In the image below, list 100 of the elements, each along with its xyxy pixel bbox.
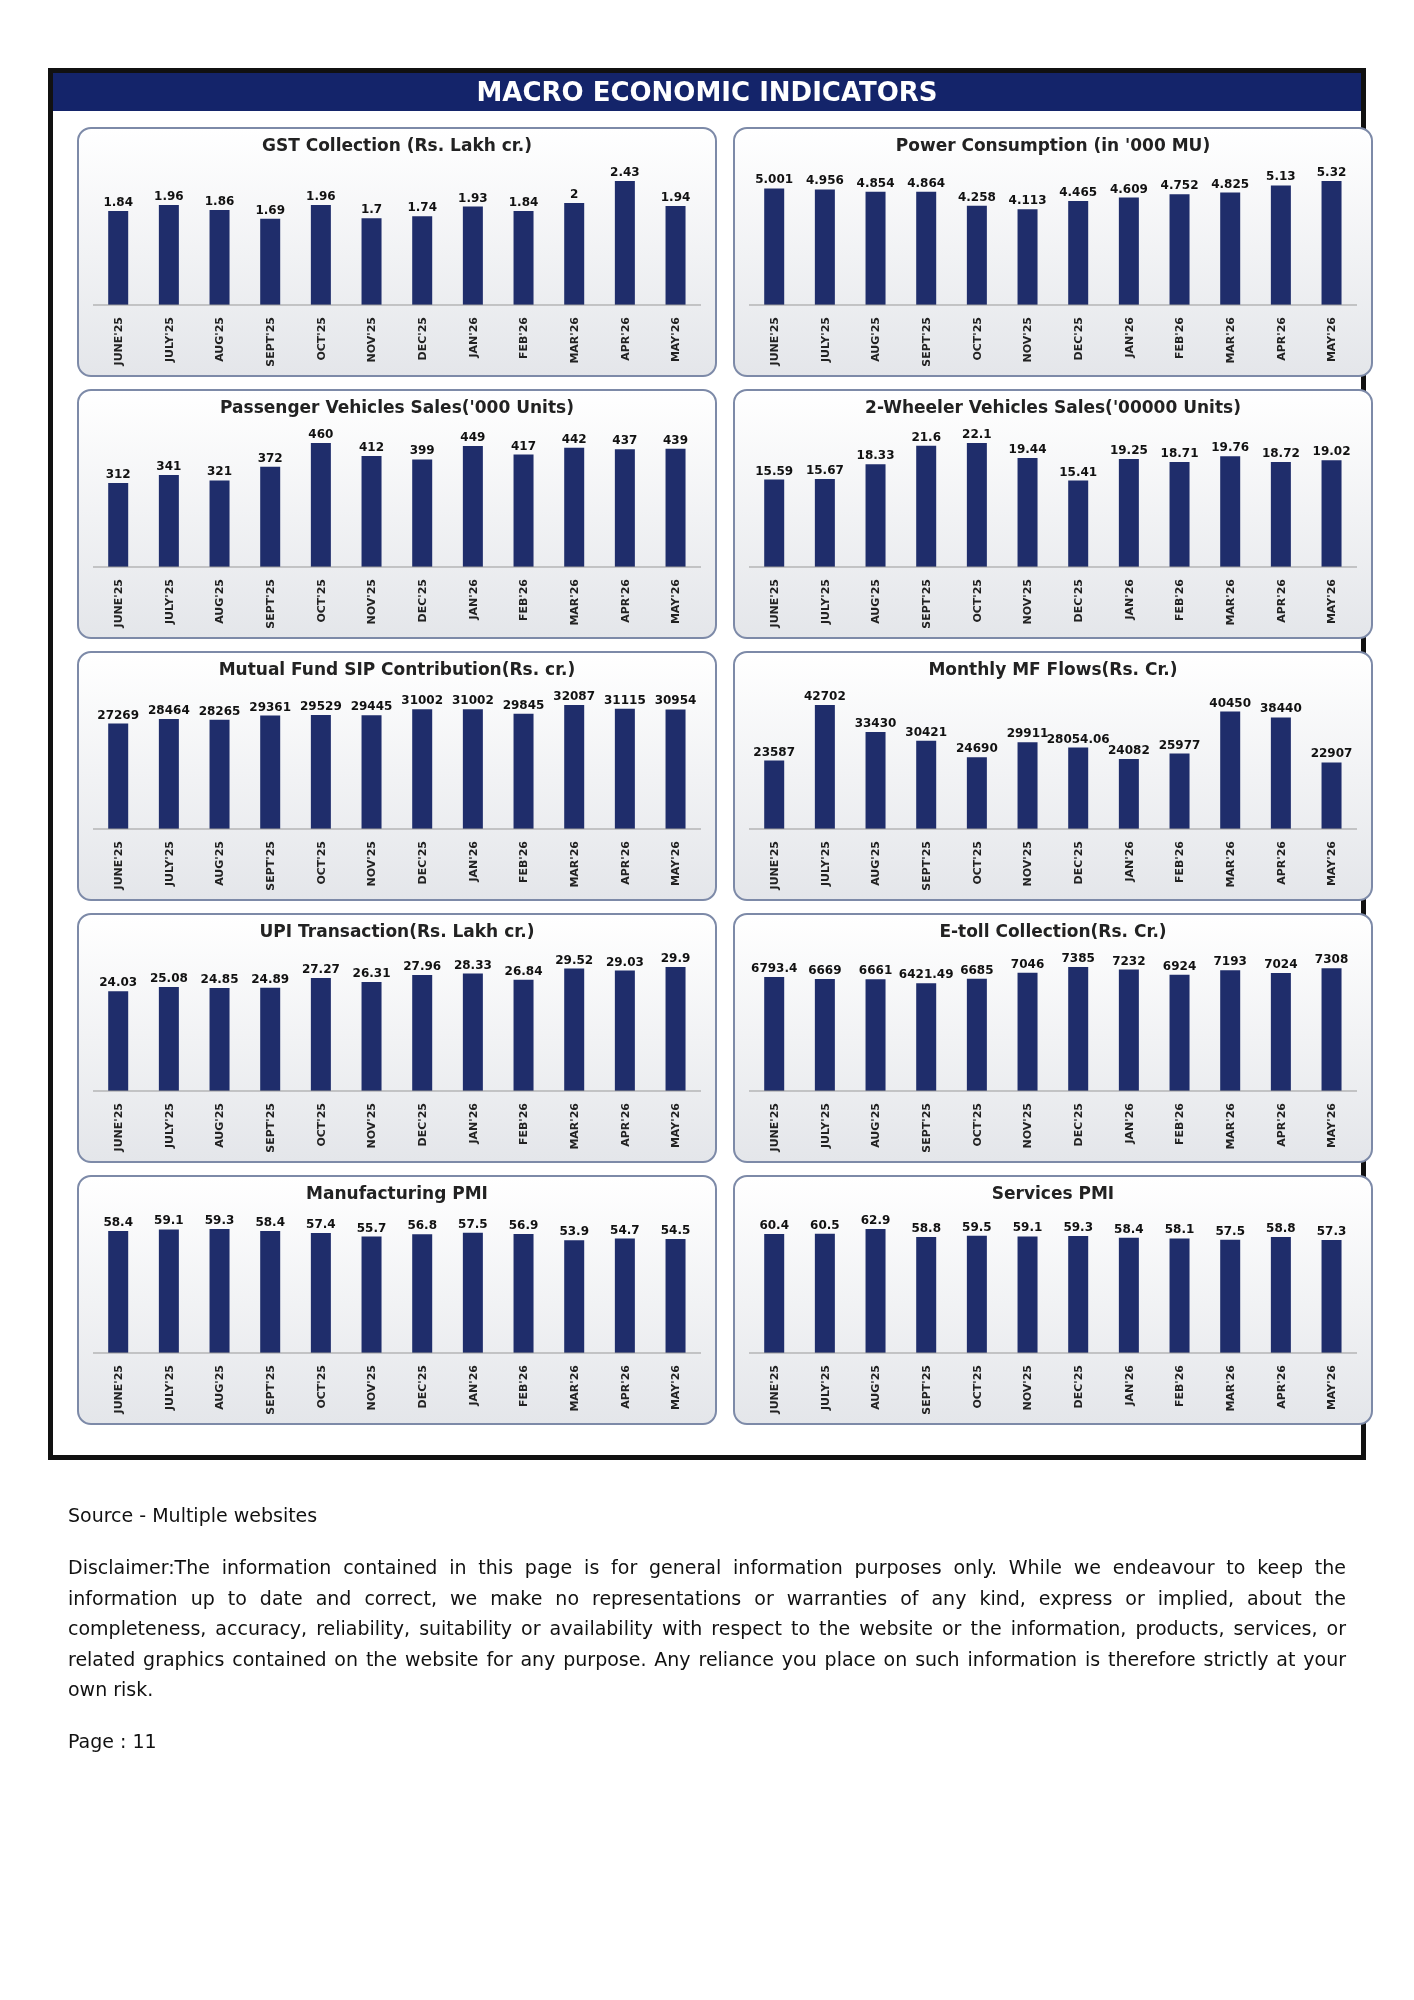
x-tick-label: MAR'26 [1223, 578, 1237, 626]
bar [966, 205, 987, 305]
x-tick-label: OCT'25 [970, 1365, 984, 1409]
bar [1321, 460, 1342, 567]
data-label: 321 [207, 464, 233, 479]
data-label: 40450 [1209, 695, 1252, 710]
x-tick-label: AUG'25 [869, 841, 883, 886]
bar [1118, 1237, 1139, 1353]
x-tick-label: MAY'26 [1325, 1102, 1339, 1149]
data-label: 4.956 [805, 173, 844, 188]
x-tick-label: MAY'26 [669, 316, 683, 363]
data-label: 58.4 [1114, 1221, 1144, 1236]
x-tick-label: SEPT'25 [919, 317, 933, 367]
bar [564, 968, 585, 1091]
data-label: 15.59 [755, 463, 794, 478]
data-label: 4.752 [1160, 178, 1199, 193]
x-tick-label: JUNE'25 [767, 841, 781, 891]
chart-title: E-toll Collection(Rs. Cr.) [938, 921, 1168, 941]
bar [564, 705, 585, 829]
data-label: 6661 [858, 963, 893, 978]
x-tick-label: FEB'26 [1173, 578, 1187, 622]
data-label: 57.5 [458, 1216, 488, 1231]
x-tick-label: DEC'25 [1071, 1103, 1085, 1147]
x-tick-label: FEB'26 [517, 840, 531, 884]
x-tick-label: DEC'25 [1071, 841, 1085, 885]
x-tick-label: NOV'25 [1021, 841, 1035, 887]
x-tick-label: MAY'26 [669, 840, 683, 887]
x-tick-label: JUNE'25 [111, 841, 125, 891]
x-tick-label: NOV'25 [1021, 317, 1035, 363]
data-label: 29845 [502, 697, 545, 712]
x-tick-label: JAN'26 [1122, 840, 1136, 883]
data-label: 412 [359, 439, 385, 454]
x-tick-label: JUNE'25 [111, 579, 125, 629]
data-label: 59.1 [1012, 1220, 1043, 1235]
x-tick-label: JULY'25 [162, 841, 176, 887]
text: Page : 11 [68, 1729, 158, 1755]
bar [1118, 458, 1139, 567]
x-tick-label: JULY'25 [818, 1365, 832, 1411]
x-tick-label: APR'26 [1274, 1102, 1288, 1147]
x-tick-label: OCT'25 [970, 317, 984, 361]
data-label: 4.113 [1008, 193, 1047, 208]
data-label: 7232 [1112, 953, 1146, 968]
x-tick-label: JUNE'25 [111, 1365, 125, 1415]
x-tick-label: JAN'26 [1122, 1364, 1136, 1407]
chart-title: Passenger Vehicles Sales('000 Units) [219, 397, 575, 417]
data-label: 62.9 [860, 1213, 891, 1227]
x-tick-label: SEPT'25 [263, 317, 277, 367]
bar [1068, 1236, 1089, 1353]
data-label: 31002 [451, 693, 494, 708]
bar [1169, 974, 1190, 1091]
bar [916, 445, 937, 567]
x-tick-label: JULY'25 [162, 579, 176, 625]
x-tick-label: OCT'25 [314, 1365, 328, 1409]
data-label: 1.93 [458, 190, 488, 205]
x-tick-label: JAN'26 [1122, 1102, 1136, 1145]
data-label: 53.9 [559, 1224, 589, 1239]
bar [865, 731, 886, 829]
bar [1169, 1238, 1190, 1353]
data-label: 6793.4 [751, 960, 798, 975]
data-label: 1.96 [154, 188, 184, 203]
data-label: 29445 [350, 699, 393, 714]
data-label: 38440 [1259, 701, 1302, 716]
chart-title: Monthly MF Flows(Rs. Cr.) [927, 659, 1179, 679]
data-label: 19.44 [1008, 441, 1047, 456]
x-tick-label: JAN'26 [466, 1102, 480, 1145]
x-tick-label: DEC'25 [415, 1365, 429, 1409]
data-label: 7308 [1314, 952, 1349, 967]
x-tick-label: APR'26 [618, 1364, 632, 1409]
bar [412, 216, 433, 305]
data-label: 372 [257, 450, 283, 465]
x-tick-label: OCT'25 [314, 841, 328, 885]
bar [665, 448, 686, 567]
data-label: 57.5 [1215, 1223, 1245, 1238]
bar [108, 211, 129, 305]
data-label: 1.84 [508, 195, 539, 210]
source-note: Source - Multiple websites [68, 1503, 319, 1528]
x-tick-label: FEB'26 [517, 1102, 531, 1146]
data-label: 449 [460, 429, 486, 444]
x-tick-label: OCT'25 [970, 1103, 984, 1147]
bar [916, 740, 937, 829]
data-label: 28054.06 [1046, 731, 1110, 746]
bar [310, 714, 331, 829]
bar [665, 206, 686, 305]
data-label: 58.4 [255, 1214, 285, 1229]
x-tick-label: FEB'26 [1173, 316, 1187, 360]
data-label: 56.8 [407, 1218, 437, 1233]
bar [1220, 1239, 1241, 1353]
bar [361, 218, 382, 305]
x-tick-label: OCT'25 [314, 317, 328, 361]
bar [1220, 711, 1241, 829]
x-tick-label: APR'26 [1274, 840, 1288, 885]
x-tick-label: MAR'26 [1223, 316, 1237, 364]
bar [966, 757, 987, 829]
text: MACRO ECONOMIC INDICATORS [53, 73, 1361, 111]
x-tick-label: JAN'26 [466, 316, 480, 359]
data-label: 24.85 [200, 971, 239, 986]
bar [614, 181, 635, 305]
x-tick-label: JAN'26 [466, 578, 480, 621]
x-tick-label: JULY'25 [818, 579, 832, 625]
bar [865, 191, 886, 305]
